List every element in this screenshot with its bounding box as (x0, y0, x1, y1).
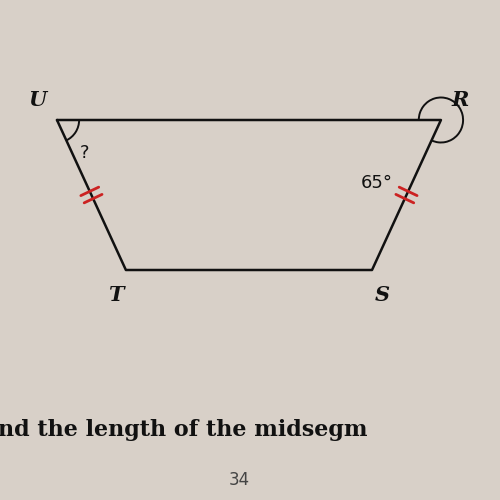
Text: T: T (108, 285, 124, 305)
Text: S: S (374, 285, 390, 305)
Text: ?: ? (80, 144, 89, 162)
Text: U: U (28, 90, 46, 110)
Text: R: R (452, 90, 469, 110)
Text: 34: 34 (228, 471, 250, 489)
Text: nd the length of the midsegm: nd the length of the midsegm (0, 419, 368, 441)
Text: 65°: 65° (361, 174, 393, 192)
